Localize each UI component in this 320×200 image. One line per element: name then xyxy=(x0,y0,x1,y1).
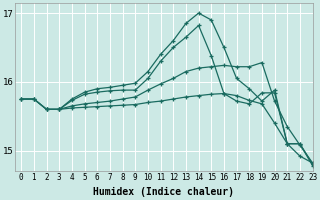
X-axis label: Humidex (Indice chaleur): Humidex (Indice chaleur) xyxy=(93,187,234,197)
